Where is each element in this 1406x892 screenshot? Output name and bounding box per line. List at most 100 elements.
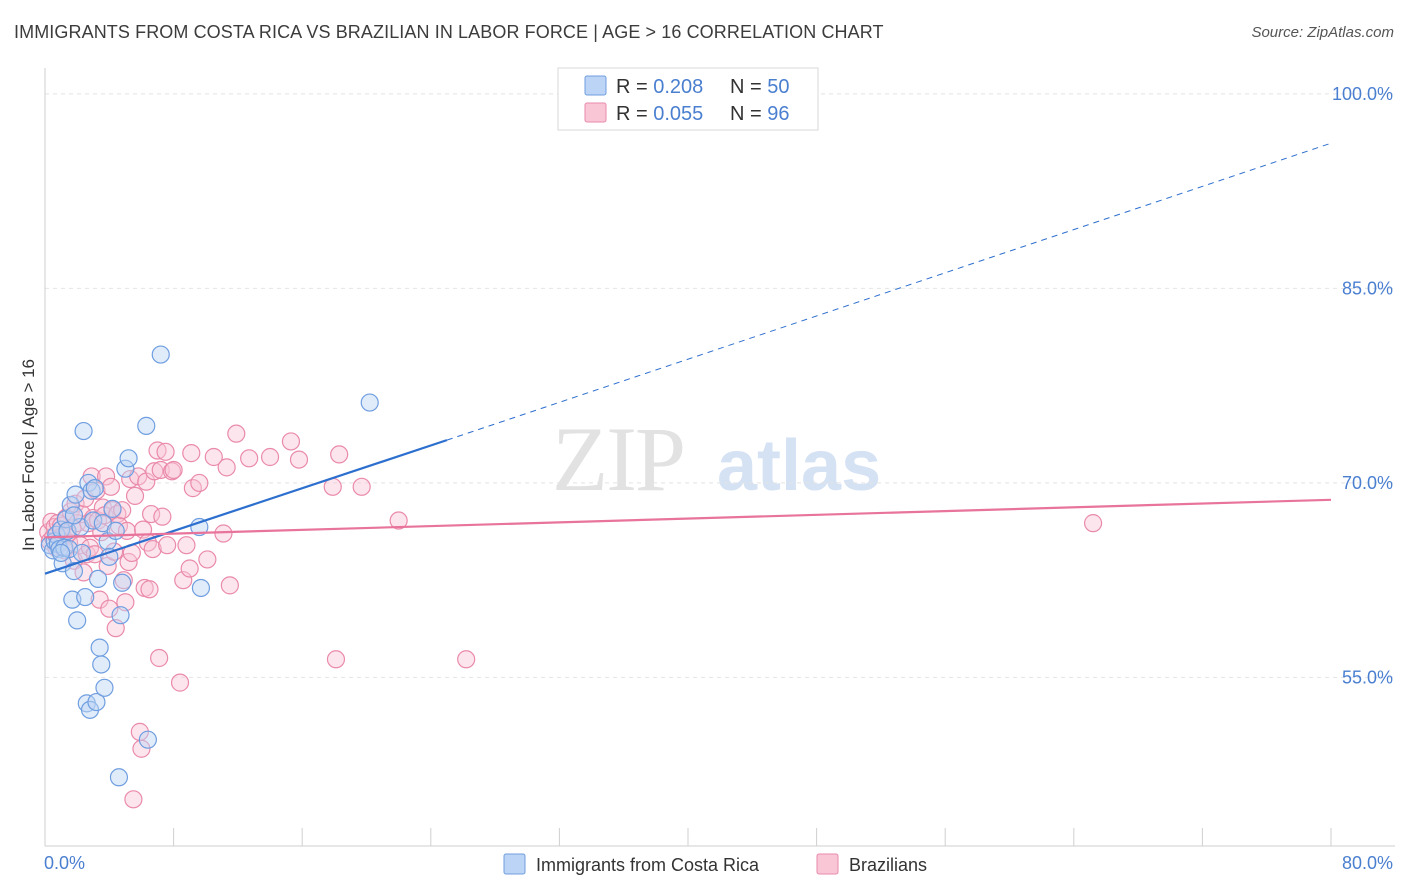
costa-rica-point xyxy=(360,393,379,412)
brazilian-point xyxy=(141,504,161,524)
legend-n-value: 50 xyxy=(767,76,789,98)
brazilian-point xyxy=(330,445,349,464)
costa-rica-point xyxy=(151,345,170,364)
brazilian-point xyxy=(96,467,116,486)
brazilian-point xyxy=(100,599,119,618)
costa-rica-point xyxy=(64,562,84,581)
x-axis-ticks xyxy=(44,828,1332,846)
costa-rica-point xyxy=(113,573,132,592)
costa-rica-point xyxy=(137,416,156,435)
brazilian-point xyxy=(182,444,201,463)
costa-rica-point xyxy=(51,543,71,563)
correlation-legend: R = 0.208 N = 50 R = 0.055 N = 96 xyxy=(557,67,819,131)
costa-rica-point xyxy=(111,606,130,625)
y-tick-label: 70.0% xyxy=(1342,473,1393,493)
costa-rica-point xyxy=(68,611,87,630)
brazilian-point xyxy=(220,576,239,595)
brazilian-point xyxy=(125,486,145,505)
source-credit: Source: ZipAtlas.com xyxy=(1251,24,1394,41)
costa-rica-point xyxy=(191,578,211,598)
brazilian-point xyxy=(326,650,346,669)
trend-line-brazilians xyxy=(44,498,1332,539)
x-tick-label-min: 0.0% xyxy=(44,853,85,873)
legend-r-label: R = xyxy=(616,76,653,98)
brazilian-point xyxy=(190,473,209,493)
legend-swatch-blue xyxy=(584,75,607,96)
legend-r-value: 0.208 xyxy=(653,76,703,98)
costa-rica-point xyxy=(85,479,104,498)
costa-rica-point xyxy=(119,449,138,468)
legend-row-brazilians: R = 0.055 N = 96 xyxy=(616,103,790,125)
series-legend: Immigrants from Costa Rica Brazilians xyxy=(503,853,927,875)
brazilian-point xyxy=(113,501,132,520)
brazilian-point xyxy=(170,673,190,692)
brazilian-point xyxy=(156,442,175,461)
y-axis-label: In Labor Force | Age > 16 xyxy=(19,359,38,551)
brazilian-point xyxy=(389,511,408,530)
costa-rica-point xyxy=(74,421,93,441)
brazilian-point xyxy=(143,539,162,559)
brazilian-point xyxy=(281,432,301,451)
brazilian-point xyxy=(180,559,199,578)
legend-n-label: N = xyxy=(730,103,767,125)
trend-line-costa-rica-extension xyxy=(446,142,1332,441)
brazilian-point xyxy=(204,447,223,467)
brazilian-point xyxy=(198,550,217,569)
brazilian-point xyxy=(214,524,233,543)
brazilian-point xyxy=(153,507,172,526)
trend-lines xyxy=(44,142,1332,575)
brazilian-point xyxy=(150,648,169,668)
costa-rica-point xyxy=(88,569,108,588)
costa-rica-point xyxy=(106,521,125,541)
brazilian-point xyxy=(124,790,143,809)
x-tick-label-max: 80.0% xyxy=(1342,853,1393,873)
watermark-atlas: atlas xyxy=(717,426,881,506)
costa-rica-point xyxy=(76,587,95,607)
legend-label-brazilians: Brazilians xyxy=(849,855,927,875)
series-costa-rica-points xyxy=(40,345,379,787)
brazilian-point xyxy=(289,450,309,469)
costa-rica-point xyxy=(82,481,101,500)
brazilian-point xyxy=(101,477,121,496)
costa-rica-point xyxy=(64,506,84,525)
brazilian-point xyxy=(457,650,476,669)
legend-n-value: 96 xyxy=(767,103,789,125)
legend-r-value: 0.055 xyxy=(653,103,703,125)
legend-n-label: N = xyxy=(730,76,767,98)
chart-title: IMMIGRANTS FROM COSTA RICA VS BRAZILIAN … xyxy=(14,22,884,42)
brazilian-point xyxy=(164,460,183,480)
costa-rica-point xyxy=(87,692,106,712)
brazilian-point xyxy=(90,590,109,609)
legend-label-costa-rica: Immigrants from Costa Rica xyxy=(536,855,760,875)
costa-rica-point xyxy=(138,730,157,749)
gridlines xyxy=(45,93,1395,678)
brazilian-point xyxy=(132,739,151,758)
costa-rica-point xyxy=(61,495,80,515)
brazilian-point xyxy=(352,477,371,496)
costa-rica-point xyxy=(90,638,109,657)
brazilian-point xyxy=(177,536,196,555)
brazilian-point xyxy=(158,536,177,555)
y-tick-label: 55.0% xyxy=(1342,667,1393,687)
costa-rica-point xyxy=(109,768,129,787)
costa-rica-point xyxy=(92,655,111,674)
legend-swatch-pink xyxy=(584,102,607,123)
legend-row-costa-rica: R = 0.208 N = 50 xyxy=(616,76,790,98)
costa-rica-point xyxy=(47,525,66,544)
costa-rica-point xyxy=(95,678,114,697)
y-tick-label: 85.0% xyxy=(1342,278,1393,298)
legend-r-label: R = xyxy=(616,103,653,125)
costa-rica-point xyxy=(51,520,71,539)
brazilian-point xyxy=(140,580,159,599)
brazilian-point xyxy=(240,449,259,468)
brazilian-point xyxy=(174,571,193,590)
legend-swatch-costa-rica xyxy=(503,853,526,875)
brazilian-point xyxy=(260,447,280,467)
legend-swatch-brazilians xyxy=(816,853,839,875)
y-tick-label: 100.0% xyxy=(1332,84,1393,104)
trend-line-costa-rica xyxy=(44,439,448,575)
brazilian-point xyxy=(145,462,164,481)
brazilian-point xyxy=(227,424,246,443)
brazilian-point xyxy=(217,458,236,477)
